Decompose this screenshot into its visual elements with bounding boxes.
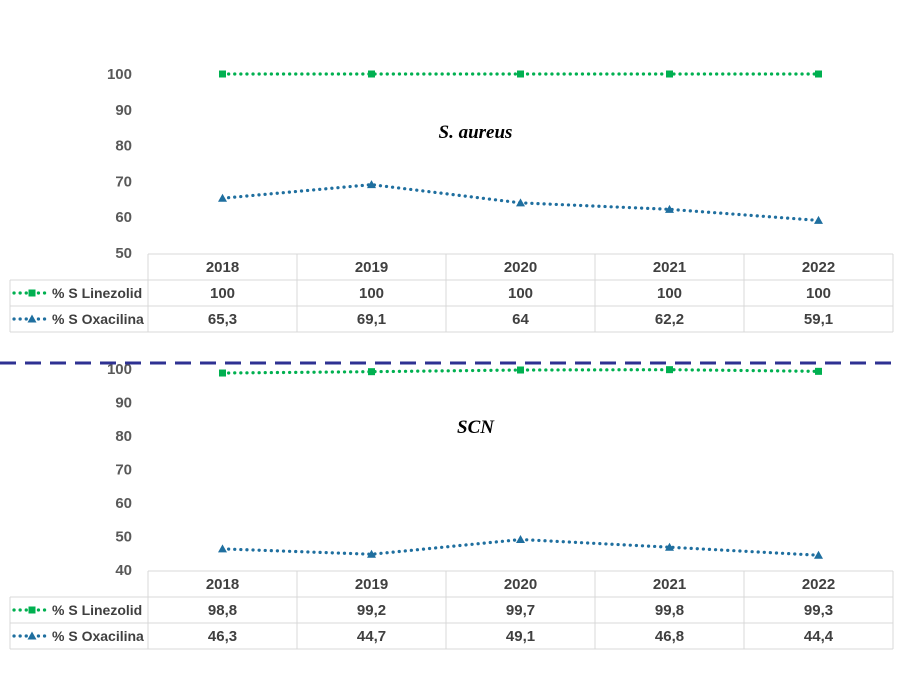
data-point <box>516 198 525 207</box>
data-label: 100 <box>359 285 384 302</box>
legend-marker <box>27 631 37 640</box>
x-tick-label: 2022 <box>802 259 835 276</box>
y-tick-label: 70 <box>115 173 132 190</box>
data-point <box>666 366 673 374</box>
data-label: 65,3 <box>208 311 237 328</box>
data-label: 44,7 <box>357 628 386 645</box>
data-label: 49,1 <box>506 628 535 645</box>
y-tick-label: 80 <box>115 138 132 155</box>
data-label: 99,2 <box>357 602 386 619</box>
y-tick-label: 80 <box>115 428 132 445</box>
data-point <box>665 542 674 551</box>
y-tick-label: 90 <box>115 102 132 119</box>
legend-key-oxacilina <box>12 314 52 323</box>
data-point <box>218 193 227 202</box>
data-point <box>516 535 525 544</box>
data-label: 100 <box>806 285 831 302</box>
legend-label: % S Oxacilina <box>52 628 144 644</box>
data-label: 99,7 <box>506 602 535 619</box>
y-tick-label: 100 <box>107 361 132 378</box>
data-label: 98,8 <box>208 602 237 619</box>
data-label: 99,8 <box>655 602 684 619</box>
data-point <box>367 180 376 189</box>
legend-marker <box>28 289 36 297</box>
x-tick-label: 2021 <box>653 259 686 276</box>
data-label: 44,4 <box>804 628 834 645</box>
legend-label: % S Oxacilina <box>52 311 144 327</box>
y-tick-label: 60 <box>115 495 132 512</box>
x-tick-label: 2021 <box>653 576 686 593</box>
data-point <box>219 369 226 377</box>
data-point <box>814 215 823 224</box>
data-label: 100 <box>210 285 235 302</box>
x-tick-label: 2020 <box>504 576 537 593</box>
data-label: 99,3 <box>804 602 833 619</box>
data-point <box>218 544 227 553</box>
x-tick-label: 2019 <box>355 259 388 276</box>
chart-title: S. aureus <box>439 122 513 143</box>
data-label: 46,8 <box>655 628 684 645</box>
x-tick-label: 2018 <box>206 576 239 593</box>
data-point <box>517 70 524 78</box>
data-label: 69,1 <box>357 311 386 328</box>
data-point <box>368 70 375 78</box>
chart-panel-1: 100 90 80 70 60 50 S. aureus 2018 2019 2020 2021 20… <box>9 66 894 333</box>
legend-marker <box>27 314 37 323</box>
data-label: 59,1 <box>804 311 833 328</box>
chart-panel-2: 100 90 80 70 60 50 40 SCN 2018 2019 2020 2021 2022 % … <box>9 361 894 650</box>
y-tick-label: 70 <box>115 462 132 479</box>
legend-key-linezolid <box>12 289 52 297</box>
data-point <box>665 204 674 213</box>
data-point <box>368 368 375 376</box>
data-point <box>367 549 376 558</box>
data-label: 100 <box>657 285 682 302</box>
legend-marker <box>28 606 36 614</box>
x-tick-label: 2022 <box>802 576 835 593</box>
y-tick-label: 40 <box>115 562 132 579</box>
y-tick-label: 50 <box>115 245 132 262</box>
data-label: 46,3 <box>208 628 237 645</box>
data-label: 100 <box>508 285 533 302</box>
y-tick-label: 50 <box>115 529 132 546</box>
x-tick-label: 2019 <box>355 576 388 593</box>
data-point <box>815 367 822 375</box>
legend-label: % S Linezolid <box>52 602 142 618</box>
chart-title: SCN <box>457 417 495 438</box>
y-tick-label: 100 <box>107 66 132 83</box>
data-point <box>517 366 524 374</box>
legend-key-linezolid <box>12 606 52 614</box>
data-label: 62,2 <box>655 311 684 328</box>
y-tick-label: 90 <box>115 395 132 412</box>
data-point <box>666 70 673 78</box>
legend-key-oxacilina <box>12 631 52 640</box>
data-point <box>814 550 823 559</box>
x-tick-label: 2018 <box>206 259 239 276</box>
data-point <box>815 70 822 78</box>
y-tick-label: 60 <box>115 209 132 226</box>
data-label: 64 <box>512 311 529 328</box>
data-point <box>219 70 226 78</box>
legend-label: % S Linezolid <box>52 285 142 301</box>
x-tick-label: 2020 <box>504 259 537 276</box>
